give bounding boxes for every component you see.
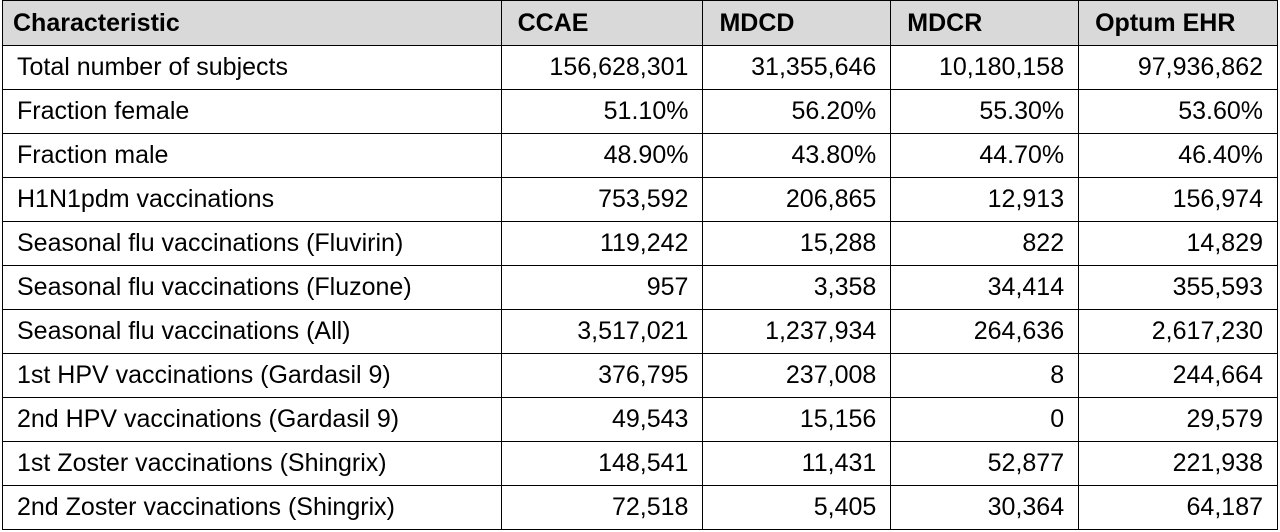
row-label: 2nd Zoster vaccinations (Shingrix) — [2, 485, 502, 530]
cell-mdcd: 237,008 — [702, 353, 892, 398]
row-label: 1st HPV vaccinations (Gardasil 9) — [2, 353, 502, 398]
cell-ccae: 51.10% — [500, 89, 704, 134]
row-label: H1N1pdm vaccinations — [2, 177, 502, 222]
table-row: Seasonal flu vaccinations (Fluvirin) 119… — [2, 221, 1278, 266]
header-optum-ehr: Optum EHR — [1078, 0, 1278, 46]
table-row: 1st HPV vaccinations (Gardasil 9) 376,79… — [2, 353, 1278, 398]
row-label: Seasonal flu vaccinations (Fluvirin) — [2, 221, 502, 266]
cell-ccae: 119,242 — [500, 221, 704, 266]
cell-optum-ehr: 29,579 — [1078, 397, 1278, 442]
table-row: H1N1pdm vaccinations 753,592 206,865 12,… — [2, 177, 1278, 222]
table-row: Fraction female 51.10% 56.20% 55.30% 53.… — [2, 89, 1278, 134]
header-mdcr: MDCR — [890, 0, 1080, 46]
table-row: Seasonal flu vaccinations (All) 3,517,02… — [2, 309, 1278, 354]
cell-ccae: 753,592 — [500, 177, 704, 222]
cell-mdcd: 31,355,646 — [702, 45, 892, 90]
cell-mdcr: 52,877 — [890, 441, 1080, 486]
row-label: Seasonal flu vaccinations (Fluzone) — [2, 265, 502, 310]
row-label: Fraction female — [2, 89, 502, 134]
cell-optum-ehr: 355,593 — [1078, 265, 1278, 310]
table-row: 2nd Zoster vaccinations (Shingrix) 72,51… — [2, 485, 1278, 530]
cell-mdcd: 15,156 — [702, 397, 892, 442]
header-ccae: CCAE — [500, 0, 704, 46]
row-label: Fraction male — [2, 133, 502, 178]
cell-ccae: 148,541 — [500, 441, 704, 486]
header-characteristic: Characteristic — [2, 0, 502, 46]
cell-mdcr: 822 — [890, 221, 1080, 266]
cell-mdcd: 206,865 — [702, 177, 892, 222]
cell-mdcd: 11,431 — [702, 441, 892, 486]
table-row: Total number of subjects 156,628,301 31,… — [2, 45, 1278, 90]
cell-ccae: 48.90% — [500, 133, 704, 178]
row-label: 1st Zoster vaccinations (Shingrix) — [2, 441, 502, 486]
cell-mdcd: 15,288 — [702, 221, 892, 266]
table-body: Total number of subjects 156,628,301 31,… — [2, 45, 1278, 530]
header-mdcd: MDCD — [702, 0, 892, 46]
cell-mdcd: 43.80% — [702, 133, 892, 178]
cell-optum-ehr: 244,664 — [1078, 353, 1278, 398]
cell-optum-ehr: 156,974 — [1078, 177, 1278, 222]
cell-optum-ehr: 97,936,862 — [1078, 45, 1278, 90]
cell-optum-ehr: 221,938 — [1078, 441, 1278, 486]
cell-mdcr: 8 — [890, 353, 1080, 398]
header-row: Characteristic CCAE MDCD MDCR Optum EHR — [2, 0, 1278, 46]
table-row: 2nd HPV vaccinations (Gardasil 9) 49,543… — [2, 397, 1278, 442]
cell-mdcr: 34,414 — [890, 265, 1080, 310]
cell-mdcd: 3,358 — [702, 265, 892, 310]
cell-mdcr: 30,364 — [890, 485, 1080, 530]
row-label: 2nd HPV vaccinations (Gardasil 9) — [2, 397, 502, 442]
cell-ccae: 49,543 — [500, 397, 704, 442]
cell-optum-ehr: 46.40% — [1078, 133, 1278, 178]
cell-ccae: 72,518 — [500, 485, 704, 530]
cell-optum-ehr: 2,617,230 — [1078, 309, 1278, 354]
cell-mdcr: 10,180,158 — [890, 45, 1080, 90]
table-row: Fraction male 48.90% 43.80% 44.70% 46.40… — [2, 133, 1278, 178]
cell-optum-ehr: 64,187 — [1078, 485, 1278, 530]
cell-ccae: 957 — [500, 265, 704, 310]
cell-mdcr: 264,636 — [890, 309, 1080, 354]
cell-mdcd: 1,237,934 — [702, 309, 892, 354]
cell-ccae: 156,628,301 — [500, 45, 704, 90]
row-label: Total number of subjects — [2, 45, 502, 90]
cell-mdcr: 44.70% — [890, 133, 1080, 178]
cell-optum-ehr: 53.60% — [1078, 89, 1278, 134]
table-header: Characteristic CCAE MDCD MDCR Optum EHR — [2, 0, 1278, 46]
row-label: Seasonal flu vaccinations (All) — [2, 309, 502, 354]
cell-mdcr: 0 — [890, 397, 1080, 442]
cell-ccae: 3,517,021 — [500, 309, 704, 354]
cell-mdcd: 56.20% — [702, 89, 892, 134]
cell-ccae: 376,795 — [500, 353, 704, 398]
cell-mdcr: 12,913 — [890, 177, 1080, 222]
cell-optum-ehr: 14,829 — [1078, 221, 1278, 266]
table-row: Seasonal flu vaccinations (Fluzone) 957 … — [2, 265, 1278, 310]
cell-mdcd: 5,405 — [702, 485, 892, 530]
cell-mdcr: 55.30% — [890, 89, 1080, 134]
table-row: 1st Zoster vaccinations (Shingrix) 148,5… — [2, 441, 1278, 486]
